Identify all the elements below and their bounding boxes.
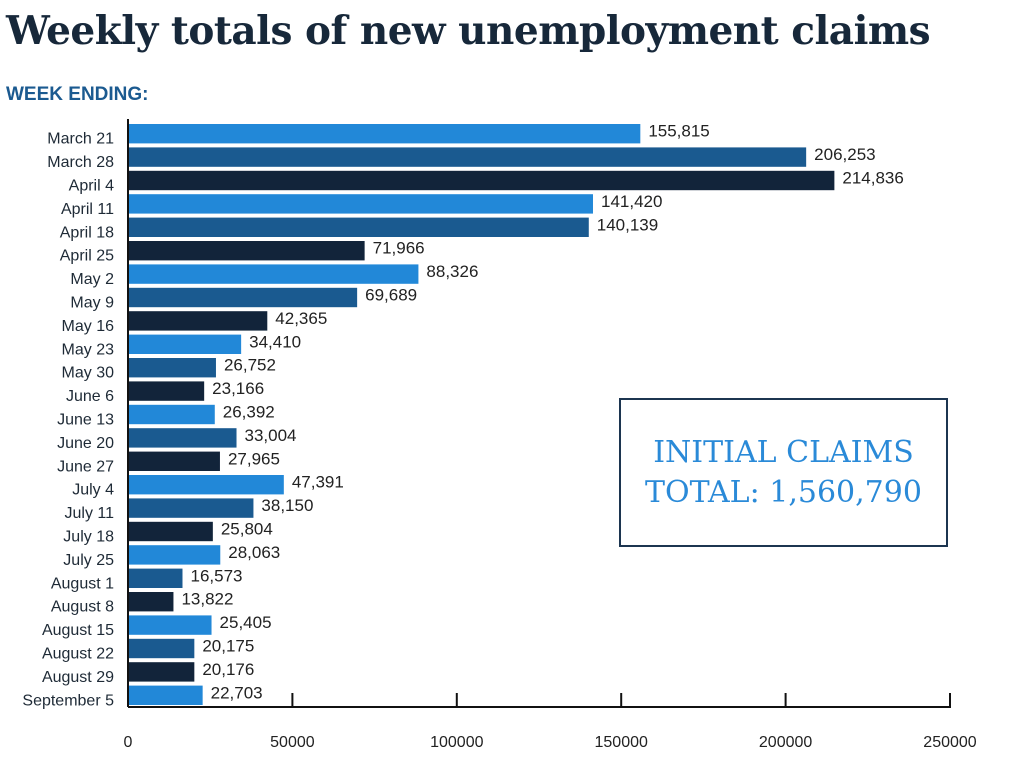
category-label: June 20 xyxy=(57,435,114,452)
total-claims-heading: INITIAL CLAIMS xyxy=(653,434,914,470)
y-axis-label: WEEK ENDING: xyxy=(6,84,149,105)
data-label: 38,150 xyxy=(261,496,313,515)
bar xyxy=(128,264,419,284)
data-label: 23,166 xyxy=(212,379,264,398)
x-tick-label: 150000 xyxy=(595,734,648,751)
category-label: August 22 xyxy=(42,646,114,663)
bar xyxy=(128,170,835,191)
data-label: 20,176 xyxy=(202,660,254,679)
data-label: 42,365 xyxy=(275,309,327,328)
category-label: July 11 xyxy=(64,505,114,522)
data-label: 28,063 xyxy=(228,543,280,562)
x-tick-label: 0 xyxy=(124,734,133,751)
bar xyxy=(128,381,205,401)
x-tick-label: 250000 xyxy=(923,734,976,751)
category-label: May 9 xyxy=(70,295,114,312)
bar xyxy=(128,358,216,378)
category-label: June 27 xyxy=(57,458,114,475)
bar xyxy=(128,498,254,518)
category-label: April 4 xyxy=(69,178,114,195)
bar xyxy=(128,568,183,588)
data-label: 206,253 xyxy=(814,145,875,164)
total-claims-value: TOTAL: 1,560,790 xyxy=(645,474,922,510)
data-label: 88,326 xyxy=(426,262,478,281)
category-label: April 11 xyxy=(61,201,114,218)
data-label: 27,965 xyxy=(228,449,280,468)
bar xyxy=(128,287,358,308)
bar xyxy=(128,124,641,144)
category-label: July 18 xyxy=(63,529,114,546)
bar xyxy=(128,615,212,635)
bar xyxy=(128,147,807,167)
chart-title: Weekly totals of new unemployment claims xyxy=(6,8,931,54)
x-tick-label: 100000 xyxy=(430,734,483,751)
category-label: August 29 xyxy=(42,669,114,686)
data-label: 141,420 xyxy=(601,192,662,211)
total-claims-box: INITIAL CLAIMS TOTAL: 1,560,790 xyxy=(619,398,948,547)
category-label: August 15 xyxy=(42,622,114,639)
bar xyxy=(128,685,203,705)
bar xyxy=(128,475,284,495)
category-label: May 2 xyxy=(70,271,114,288)
bar xyxy=(128,241,365,261)
category-label: May 30 xyxy=(62,365,115,382)
bar xyxy=(128,428,237,448)
data-label: 26,752 xyxy=(224,356,276,375)
data-label: 25,405 xyxy=(220,613,272,632)
data-label: 16,573 xyxy=(190,566,242,585)
category-label: September 5 xyxy=(22,692,114,709)
category-label: July 25 xyxy=(63,552,114,569)
x-tick-label: 200000 xyxy=(759,734,812,751)
category-label: April 18 xyxy=(60,224,114,241)
bar xyxy=(128,638,195,659)
bar xyxy=(128,592,174,612)
bar xyxy=(128,545,221,565)
data-label: 20,175 xyxy=(202,637,254,656)
category-label: March 28 xyxy=(47,154,114,171)
category-label: July 4 xyxy=(72,482,114,499)
data-label: 13,822 xyxy=(181,590,233,609)
data-label: 33,004 xyxy=(245,426,297,445)
bar xyxy=(128,334,242,354)
data-label: 71,966 xyxy=(373,239,425,258)
data-label: 214,836 xyxy=(842,169,903,188)
data-label: 25,804 xyxy=(221,520,273,539)
data-label: 34,410 xyxy=(249,332,301,351)
category-label: August 1 xyxy=(51,575,114,592)
bar xyxy=(128,521,213,542)
category-label: August 8 xyxy=(51,599,114,616)
bar xyxy=(128,194,593,214)
category-label: June 13 xyxy=(57,412,114,429)
bar xyxy=(128,404,215,425)
bar xyxy=(128,311,268,331)
bar xyxy=(128,451,220,471)
category-label: June 6 xyxy=(66,388,114,405)
data-label: 47,391 xyxy=(292,473,344,492)
category-label: March 21 xyxy=(47,131,114,148)
data-label: 155,815 xyxy=(648,122,709,141)
x-tick-label: 50000 xyxy=(270,734,315,751)
category-label: April 25 xyxy=(60,248,114,265)
data-label: 26,392 xyxy=(223,403,275,422)
bar xyxy=(128,217,589,237)
category-label: May 16 xyxy=(62,318,115,335)
category-label: May 23 xyxy=(62,341,115,358)
bar xyxy=(128,662,195,682)
data-label: 69,689 xyxy=(365,286,417,305)
data-label: 22,703 xyxy=(211,683,263,702)
data-label: 140,139 xyxy=(597,215,658,234)
